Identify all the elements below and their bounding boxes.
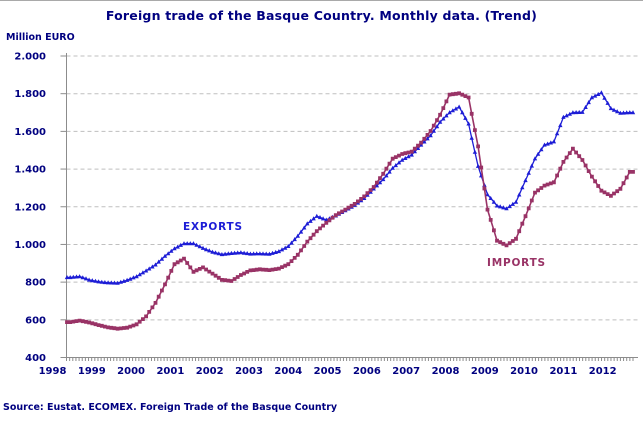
- svg-text:1998: 1998: [39, 366, 67, 377]
- chart-plot-area: 2.000 1.800 1.600 1.400 1.200 1.000 800 600 400 1…: [14, 52, 638, 377]
- svg-text:2010: 2010: [510, 366, 538, 377]
- svg-text:1.000: 1.000: [14, 240, 46, 251]
- svg-text:2011: 2011: [549, 366, 577, 377]
- exports-series-label: EXPORTS: [183, 221, 243, 233]
- svg-text:2005: 2005: [314, 366, 342, 377]
- svg-text:1.400: 1.400: [14, 165, 46, 176]
- svg-text:800: 800: [25, 278, 46, 289]
- svg-text:2009: 2009: [471, 366, 499, 377]
- svg-text:2.000: 2.000: [14, 52, 46, 63]
- svg-text:2002: 2002: [196, 366, 224, 377]
- source-note: Source: Eustat. ECOMEX. Foreign Trade of…: [3, 402, 338, 413]
- svg-text:2004: 2004: [274, 366, 302, 377]
- svg-text:2001: 2001: [156, 366, 184, 377]
- svg-text:1.600: 1.600: [14, 127, 46, 138]
- svg-text:2006: 2006: [353, 366, 381, 377]
- svg-text:600: 600: [25, 315, 46, 326]
- imports-series-label: IMPORTS: [487, 257, 546, 269]
- y-axis-unit-label: Million EURO: [6, 32, 75, 43]
- chart-title: Foreign trade of the Basque Country. Mon…: [105, 8, 538, 23]
- svg-text:2000: 2000: [117, 366, 145, 377]
- svg-text:2008: 2008: [432, 366, 460, 377]
- svg-text:400: 400: [25, 353, 46, 364]
- svg-text:2012: 2012: [589, 366, 617, 377]
- svg-text:1999: 1999: [78, 366, 106, 377]
- svg-text:2007: 2007: [392, 366, 420, 377]
- svg-text:2003: 2003: [235, 366, 263, 377]
- svg-text:1.800: 1.800: [14, 89, 46, 100]
- svg-text:1.200: 1.200: [14, 202, 46, 213]
